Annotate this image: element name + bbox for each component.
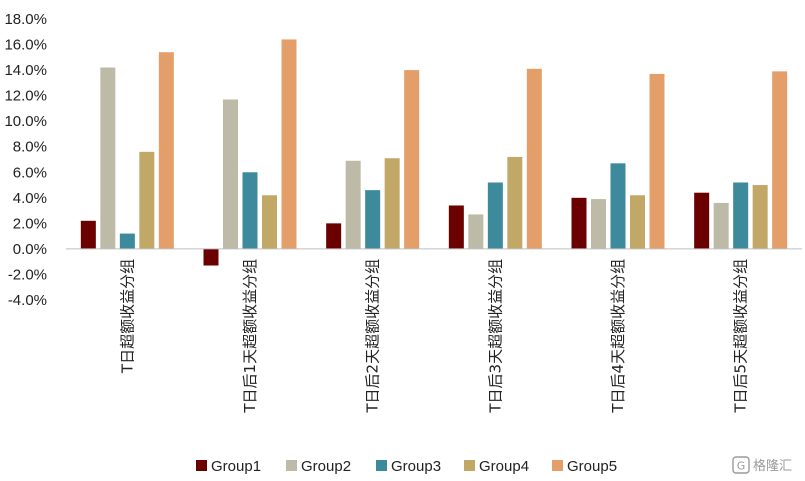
category-label: T日后1天超额收益分组 (241, 259, 259, 414)
legend-label-group3: Group3 (391, 458, 441, 475)
y-tick-label: -2.0% (8, 266, 47, 283)
y-tick-label: 14.0% (4, 62, 47, 79)
y-tick-label: 18.0% (4, 11, 47, 28)
bar-group1-cat2 (203, 248, 219, 266)
bar-group1-cat5 (571, 197, 587, 249)
y-tick-label: 16.0% (4, 37, 47, 54)
bar-group5-cat6 (772, 71, 788, 249)
bar-group3-cat1 (119, 233, 135, 249)
bar-group3-cat4 (487, 182, 503, 249)
legend-label-group2: Group2 (301, 458, 351, 475)
bar-group5-cat4 (526, 68, 542, 249)
bar-group2-cat4 (468, 214, 484, 249)
y-tick-label: -4.0% (8, 292, 47, 309)
bar-group4-cat5 (630, 195, 645, 249)
legend-swatch-group1 (196, 460, 207, 471)
bar-group2-cat1 (100, 67, 116, 249)
bar-group2-cat2 (223, 99, 238, 249)
watermark: G 格隆汇 (732, 456, 792, 474)
y-tick-label: 12.0% (4, 88, 47, 105)
y-tick-label: 10.0% (4, 113, 47, 130)
watermark-logo-glyph: G (737, 460, 746, 473)
bar-group2-cat6 (713, 202, 729, 249)
category-label: T日超额收益分组 (118, 259, 136, 374)
bar-group4-cat3 (384, 158, 400, 249)
bar-group4-cat2 (262, 195, 277, 249)
bars (80, 39, 788, 266)
legend-swatch-group3 (376, 460, 387, 471)
y-tick-label: 2.0% (13, 215, 47, 232)
bar-group5-cat3 (404, 70, 420, 249)
bar-group3-cat3 (365, 190, 381, 249)
watermark-logo-icon (732, 456, 750, 474)
bar-group1-cat6 (694, 192, 710, 249)
bar-group1-cat1 (80, 220, 96, 249)
y-tick-label: 8.0% (13, 139, 47, 156)
y-axis: -4.0% -2.0% 0.0% 2.0% 4.0% 6.0% 8.0% 10.0% 12.0%… (4, 11, 47, 309)
category-label: T日后5天超额收益分组 (732, 259, 750, 414)
legend-label-group1: Group1 (211, 458, 261, 475)
bar-group5-cat1 (158, 52, 174, 249)
bar-group4-cat1 (139, 151, 155, 249)
bar-group5-cat5 (649, 73, 665, 249)
bar-group2-cat5 (591, 199, 606, 249)
bar-group2-cat3 (345, 160, 361, 249)
category-label: T日后3天超额收益分组 (486, 259, 504, 414)
legend: Group1 Group2 Group3 Group4 Group5 (196, 458, 617, 475)
bar-group1-cat3 (326, 223, 342, 249)
legend-label-group5: Group5 (567, 458, 617, 475)
watermark-text: 格隆汇 (753, 458, 792, 474)
legend-swatch-group5 (552, 460, 563, 471)
bar-group3-cat2 (242, 172, 258, 249)
bar-group4-cat6 (752, 185, 768, 249)
bar-group5-cat2 (281, 39, 297, 249)
category-label: T日后2天超额收益分组 (364, 259, 382, 414)
category-labels: T日超额收益分组 T日后1天超额收益分组 T日后2天超额收益分组 T日后3天超额收益分… (118, 259, 749, 414)
bar-group4-cat4 (507, 156, 523, 249)
category-label: T日后4天超额收益分组 (609, 259, 627, 414)
bar-group3-cat5 (610, 163, 626, 249)
y-tick-label: 4.0% (13, 190, 47, 207)
bar-group1-cat4 (448, 205, 464, 249)
legend-swatch-group4 (464, 460, 475, 471)
y-tick-label: 6.0% (13, 164, 47, 181)
bar-group3-cat6 (733, 182, 749, 249)
y-tick-label: 0.0% (13, 241, 47, 258)
legend-label-group4: Group4 (479, 458, 529, 475)
legend-swatch-group2 (286, 460, 297, 471)
